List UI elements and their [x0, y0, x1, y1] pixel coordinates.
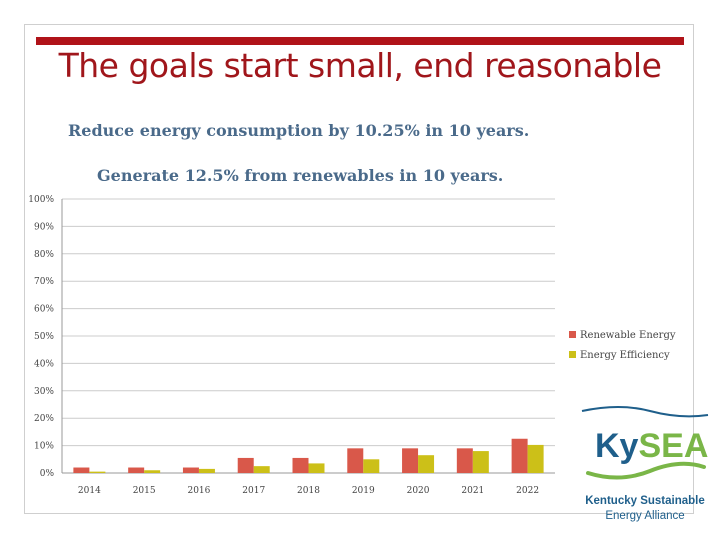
legend-swatch	[569, 331, 576, 338]
x-axis-ticks: 2014 2015 2016 2017 2018 2019 2020 2021 2022	[78, 486, 539, 496]
y-tick-label: 40%	[34, 359, 54, 369]
x-tick-label: 2019	[352, 486, 375, 496]
x-tick-label: 2016	[187, 486, 210, 496]
slide-title: The goals start small, end reasonable	[58, 46, 662, 85]
y-tick-label: 20%	[34, 414, 54, 424]
x-tick-label: 2021	[461, 486, 484, 496]
headline-renewables-goal: Generate 12.5% from renewables in 10 yea…	[97, 166, 504, 185]
kysea-logo: KySEA Kentucky Sustainable Energy Allian…	[581, 406, 709, 522]
bar-renewable-2016	[182, 467, 199, 473]
x-tick-label: 2020	[407, 486, 430, 496]
y-tick-label: 60%	[34, 305, 54, 315]
bar-efficiency-2022	[527, 444, 544, 473]
bar-efficiency-2020	[418, 455, 435, 473]
y-axis-ticks: 0% 10% 20% 30% 40% 50% 60% 70% 80% 90% 100%	[28, 195, 54, 479]
x-tick-label: 2014	[78, 486, 101, 496]
y-tick-label: 0%	[40, 469, 55, 479]
logo-line-1: Kentucky Sustainable	[585, 495, 705, 507]
bar-efficiency-2017	[253, 466, 270, 473]
chart-legend: Renewable Energy Energy Efficiency	[569, 330, 676, 361]
bar-efficiency-2018	[308, 463, 325, 473]
y-tick-label: 90%	[34, 222, 54, 232]
logo-wordmark: KySEA	[595, 427, 708, 465]
bar-renewable-2017	[237, 457, 254, 473]
bar-renewable-2022	[511, 438, 528, 473]
title-bar	[36, 37, 684, 45]
chart-bars	[73, 438, 544, 473]
bar-renewable-2015	[128, 467, 145, 473]
slide-frame	[24, 24, 694, 514]
bar-renewable-2018	[292, 457, 309, 473]
x-tick-label: 2018	[297, 486, 320, 496]
y-tick-label: 100%	[28, 195, 54, 205]
legend-label: Renewable Energy	[580, 330, 676, 341]
logo-line-2: Energy Alliance	[605, 510, 684, 522]
bar-efficiency-2021	[472, 451, 489, 473]
bar-efficiency-2016	[198, 468, 215, 473]
bar-efficiency-2014	[89, 471, 106, 473]
bar-renewable-2014	[73, 467, 90, 473]
bar-renewable-2021	[456, 448, 473, 473]
x-tick-label: 2022	[516, 486, 539, 496]
x-tick-label: 2017	[242, 486, 265, 496]
y-tick-label: 70%	[34, 277, 54, 287]
y-tick-label: 10%	[34, 442, 54, 452]
bar-renewable-2019	[347, 448, 364, 473]
bar-efficiency-2019	[363, 459, 380, 473]
y-tick-label: 50%	[34, 332, 54, 342]
headline-consumption-goal: Reduce energy consumption by 10.25% in 1…	[68, 121, 530, 140]
x-tick-label: 2015	[133, 486, 156, 496]
y-tick-label: 30%	[34, 387, 54, 397]
legend-swatch	[569, 351, 576, 358]
logo-wave-icon	[581, 406, 709, 418]
bar-efficiency-2015	[144, 470, 161, 473]
y-tick-label: 80%	[34, 250, 54, 260]
legend-label: Energy Efficiency	[580, 350, 670, 361]
bar-renewable-2020	[402, 448, 419, 473]
chart-gridlines	[61, 198, 555, 474]
logo-swoosh-icon	[586, 461, 706, 480]
